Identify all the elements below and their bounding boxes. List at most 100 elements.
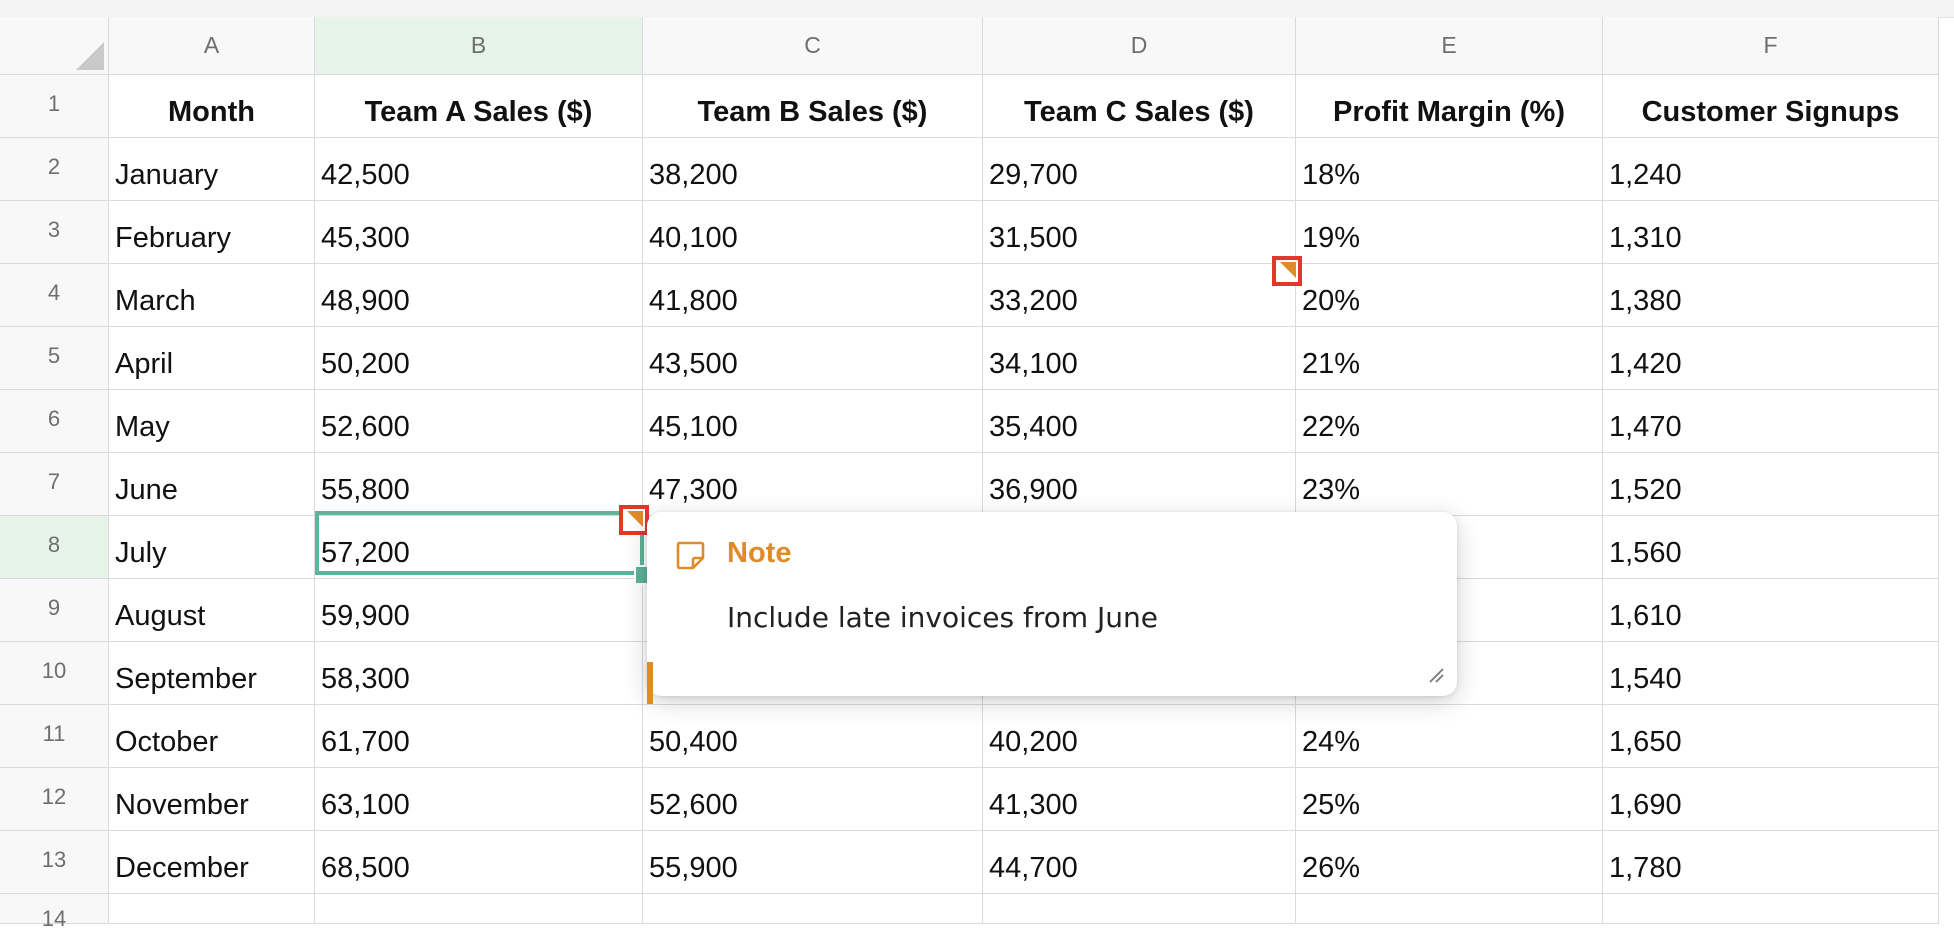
cell-f3[interactable]: 1,310 bbox=[1603, 201, 1939, 264]
cell-e10[interactable] bbox=[1296, 642, 1603, 705]
cell-b10[interactable]: 58,300 bbox=[315, 642, 643, 705]
cell-e6[interactable]: 22% bbox=[1296, 390, 1603, 453]
cell-b8[interactable]: 57,200 bbox=[315, 516, 643, 579]
cell-c4[interactable]: 41,800 bbox=[643, 264, 983, 327]
row-header-1[interactable]: 1 bbox=[0, 75, 109, 138]
row-header-2[interactable]: 2 bbox=[0, 138, 109, 201]
cell-b4[interactable]: 48,900 bbox=[315, 264, 643, 327]
cell-d11[interactable]: 40,200 bbox=[983, 705, 1296, 768]
row-header-7[interactable]: 7 bbox=[0, 453, 109, 516]
cell-c13[interactable]: 55,900 bbox=[643, 831, 983, 894]
cell-f10[interactable]: 1,540 bbox=[1603, 642, 1939, 705]
note-indicator-e4[interactable] bbox=[1272, 256, 1302, 286]
cell-e14[interactable] bbox=[1296, 894, 1603, 924]
cell-b6[interactable]: 52,600 bbox=[315, 390, 643, 453]
cell-a12[interactable]: November bbox=[109, 768, 315, 831]
cell-a2[interactable]: January bbox=[109, 138, 315, 201]
cell-d6[interactable]: 35,400 bbox=[983, 390, 1296, 453]
row-header-11[interactable]: 11 bbox=[0, 705, 109, 768]
cell-f7[interactable]: 1,520 bbox=[1603, 453, 1939, 516]
row-header-6[interactable]: 6 bbox=[0, 390, 109, 453]
cell-d14[interactable] bbox=[983, 894, 1296, 924]
cell-f1[interactable]: Customer Signups bbox=[1603, 75, 1939, 138]
resize-grip-icon[interactable] bbox=[1427, 666, 1445, 684]
cell-a7[interactable]: June bbox=[109, 453, 315, 516]
cell-a5[interactable]: April bbox=[109, 327, 315, 390]
note-body-text[interactable]: Include late invoices from June bbox=[727, 601, 1159, 634]
cell-b7[interactable]: 55,800 bbox=[315, 453, 643, 516]
cell-b11[interactable]: 61,700 bbox=[315, 705, 643, 768]
cell-d13[interactable]: 44,700 bbox=[983, 831, 1296, 894]
cell-f2[interactable]: 1,240 bbox=[1603, 138, 1939, 201]
cell-a14[interactable] bbox=[109, 894, 315, 924]
row-header-5[interactable]: 5 bbox=[0, 327, 109, 390]
note-popup[interactable]: Note Include late invoices from June bbox=[647, 512, 1457, 704]
cell-e5[interactable]: 21% bbox=[1296, 327, 1603, 390]
cell-b9[interactable]: 59,900 bbox=[315, 579, 643, 642]
cell-b5[interactable]: 50,200 bbox=[315, 327, 643, 390]
cell-a13[interactable]: December bbox=[109, 831, 315, 894]
cell-b1[interactable]: Team A Sales ($) bbox=[315, 75, 643, 138]
cell-f9[interactable]: 1,610 bbox=[1603, 579, 1939, 642]
cell-b3[interactable]: 45,300 bbox=[315, 201, 643, 264]
column-header-e[interactable]: E bbox=[1296, 17, 1603, 75]
cell-f13[interactable]: 1,780 bbox=[1603, 831, 1939, 894]
cell-c11[interactable]: 50,400 bbox=[643, 705, 983, 768]
cell-a1[interactable]: Month bbox=[109, 75, 315, 138]
cell-d12[interactable]: 41,300 bbox=[983, 768, 1296, 831]
cell-e3[interactable]: 19% bbox=[1296, 201, 1603, 264]
cell-a6[interactable]: May bbox=[109, 390, 315, 453]
row-header-3[interactable]: 3 bbox=[0, 201, 109, 264]
cell-e12[interactable]: 25% bbox=[1296, 768, 1603, 831]
cell-b14[interactable] bbox=[315, 894, 643, 924]
cell-d1[interactable]: Team C Sales ($) bbox=[983, 75, 1296, 138]
cell-f11[interactable]: 1,650 bbox=[1603, 705, 1939, 768]
column-header-f[interactable]: F bbox=[1603, 17, 1939, 75]
cell-f6[interactable]: 1,470 bbox=[1603, 390, 1939, 453]
cell-e13[interactable]: 26% bbox=[1296, 831, 1603, 894]
cell-c5[interactable]: 43,500 bbox=[643, 327, 983, 390]
note-indicator-b8[interactable] bbox=[619, 505, 649, 535]
column-header-c[interactable]: C bbox=[643, 17, 983, 75]
cell-a10[interactable]: September bbox=[109, 642, 315, 705]
cell-d4[interactable]: 33,200 bbox=[983, 264, 1296, 327]
cell-c1[interactable]: Team B Sales ($) bbox=[643, 75, 983, 138]
cell-f8[interactable]: 1,560 bbox=[1603, 516, 1939, 579]
cell-d3[interactable]: 31,500 bbox=[983, 201, 1296, 264]
cell-f5[interactable]: 1,420 bbox=[1603, 327, 1939, 390]
row-header-4[interactable]: 4 bbox=[0, 264, 109, 327]
cell-f14[interactable] bbox=[1603, 894, 1939, 924]
row-header-10[interactable]: 10 bbox=[0, 642, 109, 705]
cell-c12[interactable]: 52,600 bbox=[643, 768, 983, 831]
cell-f12[interactable]: 1,690 bbox=[1603, 768, 1939, 831]
cell-c7[interactable]: 47,300 bbox=[643, 453, 983, 516]
cell-d5[interactable]: 34,100 bbox=[983, 327, 1296, 390]
cell-e4[interactable]: 20% bbox=[1296, 264, 1603, 327]
cell-b13[interactable]: 68,500 bbox=[315, 831, 643, 894]
cell-e11[interactable]: 24% bbox=[1296, 705, 1603, 768]
column-header-b[interactable]: B bbox=[315, 17, 643, 75]
cell-c14[interactable] bbox=[643, 894, 983, 924]
cell-a11[interactable]: October bbox=[109, 705, 315, 768]
row-header-13[interactable]: 13 bbox=[0, 831, 109, 894]
cell-a9[interactable]: August bbox=[109, 579, 315, 642]
cell-e2[interactable]: 18% bbox=[1296, 138, 1603, 201]
cell-c6[interactable]: 45,100 bbox=[643, 390, 983, 453]
column-header-d[interactable]: D bbox=[983, 17, 1296, 75]
cell-a3[interactable]: February bbox=[109, 201, 315, 264]
row-header-8[interactable]: 8 bbox=[0, 516, 109, 579]
cell-a8[interactable]: July bbox=[109, 516, 315, 579]
cell-f4[interactable]: 1,380 bbox=[1603, 264, 1939, 327]
row-header-14[interactable]: 14 bbox=[0, 894, 109, 931]
select-all-corner[interactable] bbox=[0, 17, 109, 75]
cell-e1[interactable]: Profit Margin (%) bbox=[1296, 75, 1603, 138]
cell-c3[interactable]: 40,100 bbox=[643, 201, 983, 264]
column-header-a[interactable]: A bbox=[109, 17, 315, 75]
row-header-12[interactable]: 12 bbox=[0, 768, 109, 831]
cell-c2[interactable]: 38,200 bbox=[643, 138, 983, 201]
cell-b2[interactable]: 42,500 bbox=[315, 138, 643, 201]
cell-b12[interactable]: 63,100 bbox=[315, 768, 643, 831]
cell-e7[interactable]: 23% bbox=[1296, 453, 1603, 516]
cell-a4[interactable]: March bbox=[109, 264, 315, 327]
row-header-9[interactable]: 9 bbox=[0, 579, 109, 642]
